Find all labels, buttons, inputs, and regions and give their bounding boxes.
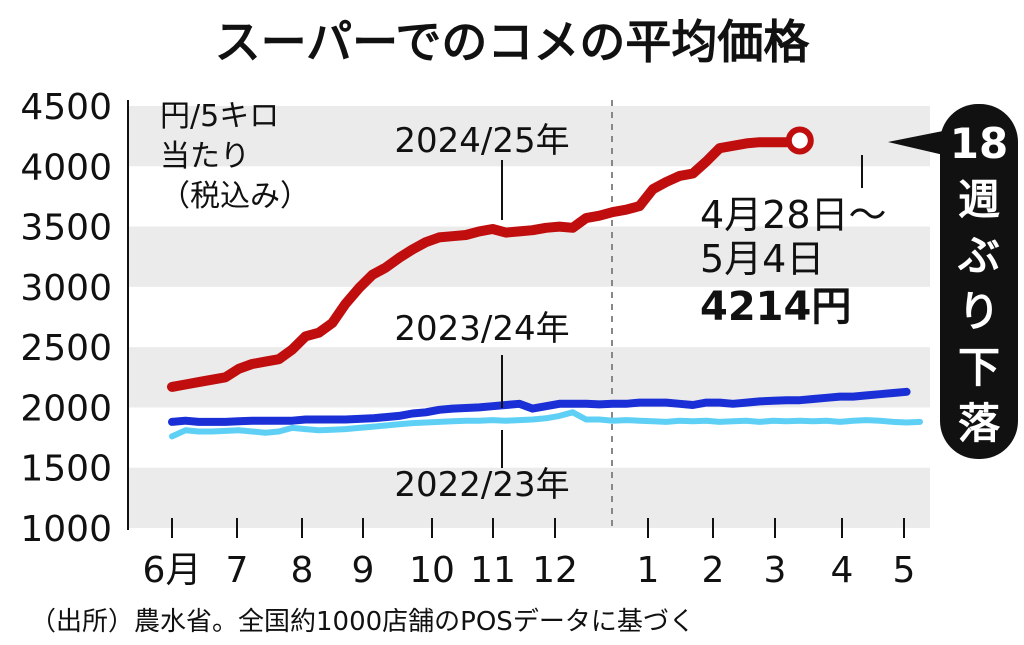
- x-tick-label: 9: [352, 550, 375, 591]
- grid-band: [128, 467, 930, 528]
- x-tick-label: 7: [226, 550, 249, 591]
- annotation-date-line-2: 5月4日: [700, 237, 824, 281]
- series-line-2023-24: [168, 387, 911, 426]
- x-tick-label: 3: [764, 550, 787, 591]
- callout-char: り: [958, 287, 1000, 336]
- chart-title: スーパーでのコメの平均価格: [215, 15, 811, 69]
- callout-char: 落: [958, 399, 1001, 448]
- unit-line-3: （税込み）: [160, 179, 310, 214]
- y-tick-label: 2500: [20, 328, 112, 369]
- callout-pointer: [888, 130, 948, 156]
- callout-char: 週: [958, 175, 1000, 224]
- callout-char: 下: [958, 343, 1000, 392]
- y-tick-label: 2000: [20, 388, 112, 429]
- callout-background: [940, 104, 1018, 459]
- annotation-date-line-1: 4月28日～: [700, 193, 887, 237]
- x-tick-label: 4: [831, 550, 854, 591]
- y-tick-label: 4500: [20, 87, 112, 128]
- unit-line-1: 円/5キロ: [160, 99, 279, 134]
- x-tick-marks: [171, 518, 905, 538]
- x-tick-label: 10: [409, 550, 455, 591]
- latest-point-marker: [785, 126, 814, 155]
- unit-label: 円/5キロ 当たり （税込み）: [160, 99, 310, 214]
- series-label-2022-23: 2022/23年: [394, 465, 569, 505]
- x-tick-label: 11: [470, 550, 516, 591]
- series-labels: 2024/25年 2023/24年 2022/23年: [394, 121, 569, 505]
- source-note: （出所）農水省。全国約1000店舗のPOSデータに基づく: [30, 607, 695, 637]
- annotation-value: 4214円: [700, 284, 851, 330]
- callout-char: ぶ: [957, 231, 1000, 280]
- y-tick-label: 3500: [20, 208, 112, 249]
- series-label-2023-24: 2023/24年: [394, 309, 569, 349]
- series-line-2024-25: [167, 135, 805, 392]
- series-line-2022-23: [169, 409, 923, 440]
- series-label-2024-25: 2024/25年: [394, 121, 569, 161]
- unit-line-2: 当たり: [160, 139, 250, 174]
- callout-char: 18: [950, 119, 1008, 168]
- y-tick-label: 4000: [20, 147, 112, 188]
- x-tick-label: 2: [702, 550, 725, 591]
- x-tick-label: 12: [532, 550, 578, 591]
- x-tick-label: 8: [291, 550, 314, 591]
- latest-annotation: 4月28日～ 5月4日 4214円: [700, 155, 887, 330]
- y-tick-labels: 1000 1500 2000 2500 3000 3500 4000 4500: [20, 87, 112, 550]
- grid-band: [128, 226, 930, 287]
- x-tick-label: 1: [637, 550, 660, 591]
- x-tick-label: 5: [893, 550, 916, 591]
- series-lines: [167, 126, 923, 440]
- y-tick-label: 1500: [20, 449, 112, 490]
- y-tick-label: 3000: [20, 268, 112, 309]
- y-tick-label: 1000: [20, 509, 112, 550]
- x-tick-label: 6月: [143, 550, 202, 591]
- grid-bands: [128, 106, 930, 528]
- x-tick-labels: 6月 7 8 9 10 11 12 1 2 3 4 5: [143, 550, 916, 591]
